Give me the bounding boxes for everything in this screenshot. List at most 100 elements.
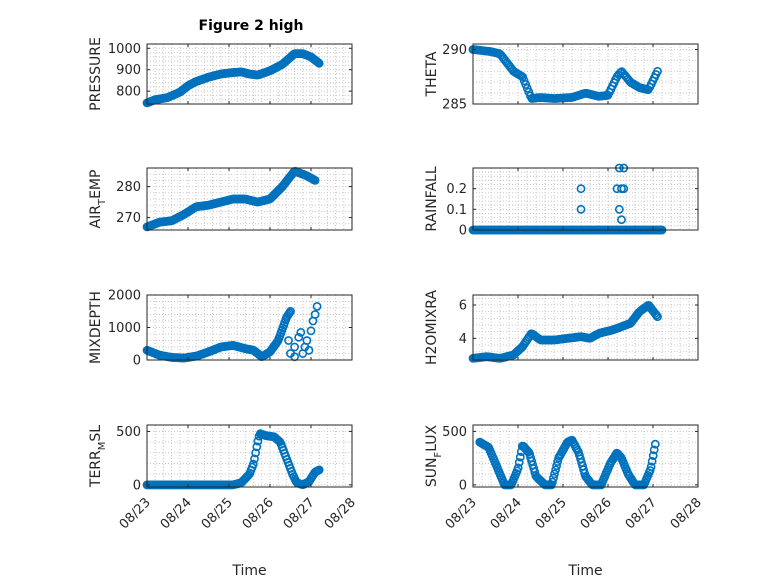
axes-frame [472,167,699,231]
y-axis-label: THETA [424,51,440,97]
data-point [296,327,306,337]
y-tick-label: 500 [116,425,141,440]
y-axis-label: PRESSURE [88,37,104,111]
axes-frame [472,294,699,361]
y-axis-label: RAINFALL [424,166,440,231]
y-tick-label: 0 [133,478,141,493]
airtemp-axes: 270 280 AIRTEMP [88,166,353,232]
data-point [551,465,560,475]
data-point [306,326,316,336]
data-point [251,448,260,458]
y-tick-label: 1000 [108,321,141,336]
data-point [248,459,258,469]
y-tick-label: 0 [133,354,141,369]
data-point [302,336,312,345]
sunflux-axes: 0 500 08/23 08/24 08/25 08/26 08/27 08/28 Time SU… [424,424,705,579]
data-point [310,175,320,185]
h2omixra-axes: 4 6 H2OMIXRA [424,290,699,365]
y-tick-label: 0.2 [446,182,467,197]
data-point [314,465,324,475]
x-tick-label: 08/28 [322,495,359,532]
y-tick-label: 900 [116,63,141,78]
y-tick-label: 6 [459,299,467,314]
x-tick-label: 08/26 [578,495,615,532]
data-point [651,310,661,320]
pressure-axes: 800 900 1000 PRESSURE [88,37,353,111]
data-point [294,332,304,342]
data-point [653,66,662,76]
x-axis-label: Time [231,563,266,579]
y-tick-label: 280 [116,180,141,195]
rainfall-axes: 0 0.1 0.2 RAINFALL [424,163,699,239]
y-axis-label: H2OMIXRA [424,290,440,365]
x-axis-label: Time [567,563,602,579]
x-tick-label: 08/24 [488,495,525,532]
y-axis-label: SUNFLUX [424,424,444,487]
y-tick-label: 285 [442,98,467,113]
x-tick-label: 08/23 [443,495,480,532]
y-tick-label: 1000 [108,42,141,57]
y-tick-label: 270 [116,211,141,226]
data-point [649,445,659,455]
y-tick-label: 0 [459,478,467,493]
x-tick-label: 08/25 [199,495,236,532]
data-point [314,58,324,68]
data-point [650,439,660,449]
data-point [290,342,299,352]
data-point [653,312,662,322]
data-point [614,204,624,214]
data-point [286,306,295,316]
mixdepth-axes: 0 1000 2000 MIXDEPTH [88,289,353,369]
data-point [515,452,525,462]
data-point [312,301,322,311]
y-axis-label: TERRMSL [88,425,108,488]
data-point [617,215,626,225]
terrmsl-axes: 0 500 08/23 08/24 08/25 08/26 08/27 08/28 Time TE… [88,424,359,579]
axes-frame [146,43,353,105]
x-tick-label: 08/26 [240,495,277,532]
axes-frame [146,424,353,488]
y-axis-label: MIXDEPTH [88,291,104,364]
data-point [553,457,562,466]
x-tick-label: 08/25 [533,495,570,532]
x-tick-label: 08/27 [281,495,318,532]
x-tick-label: 08/23 [117,495,154,532]
data-point [646,462,656,472]
data-point [552,461,561,471]
y-tick-label: 500 [442,425,467,440]
y-tick-label: 290 [442,43,467,58]
data-point [252,442,262,452]
data-point [284,336,293,345]
x-tick-label: 08/28 [668,495,705,532]
data-point [549,473,558,483]
data-point [645,466,655,475]
y-axis-label: AIRTEMP [88,170,108,229]
x-tick-label: 08/24 [158,495,195,532]
data-point [647,456,657,466]
x-tick-label: 08/27 [623,495,660,532]
data-point [304,345,314,355]
data-point [619,184,629,194]
y-tick-label: 2000 [108,289,141,304]
data-point [513,463,523,473]
data-point [310,310,320,319]
data-point [514,458,524,467]
data-point [548,477,557,487]
y-tick-label: 0.1 [446,203,467,218]
y-tick-label: 4 [459,332,467,347]
axes-frame [146,167,353,231]
data-point [550,469,559,479]
data-point [576,184,586,194]
data-point [576,204,586,214]
data-point [253,436,263,446]
y-tick-label: 800 [116,85,141,100]
data-point [250,454,259,464]
figure-title: Figure 2 high [199,18,304,34]
data-point [648,451,658,460]
axes-frame [472,424,699,488]
y-tick-label: 0 [459,224,467,239]
axes-frame [472,43,699,105]
